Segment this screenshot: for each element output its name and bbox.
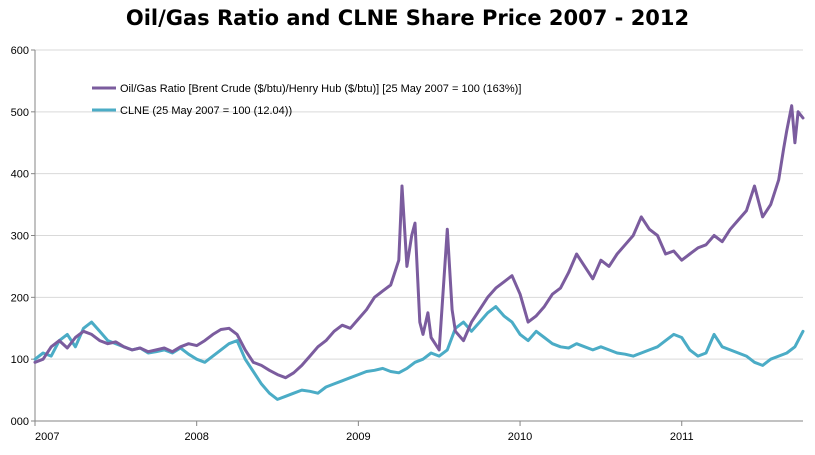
- x-tick-label: 2009: [346, 431, 370, 443]
- x-tick-label: 2011: [670, 431, 694, 443]
- x-tick-label: 2007: [35, 431, 59, 443]
- legend: Oil/Gas Ratio [Brent Crude ($/btu)/Henry…: [92, 83, 521, 117]
- y-tick-label: 600: [11, 45, 29, 57]
- series-line-clne: [33, 305, 805, 401]
- x-tick-label: 2010: [508, 431, 532, 443]
- chart-title: Oil/Gas Ratio and CLNE Share Price 2007 …: [125, 6, 690, 30]
- y-tick-label: 000: [11, 416, 29, 428]
- y-tick-label: 100: [11, 354, 29, 366]
- x-axis-ticks: 2007 2008 2009 2010 2011: [34, 421, 694, 443]
- y-tick-label: 200: [11, 292, 29, 304]
- y-tick-label: 500: [11, 107, 29, 119]
- x-tick-label: 2008: [184, 431, 208, 443]
- legend-label: Oil/Gas Ratio [Brent Crude ($/btu)/Henry…: [120, 83, 521, 95]
- y-tick-label: 400: [11, 169, 29, 181]
- series-lines: [33, 104, 805, 401]
- legend-label: CLNE (25 May 2007 = 100 (12.04)): [120, 105, 292, 117]
- y-tick-label: 300: [11, 231, 29, 243]
- y-axis-ticks: 000 100 200 300 400 500 600: [11, 45, 35, 428]
- series-line-oil-gas-ratio: [33, 104, 805, 380]
